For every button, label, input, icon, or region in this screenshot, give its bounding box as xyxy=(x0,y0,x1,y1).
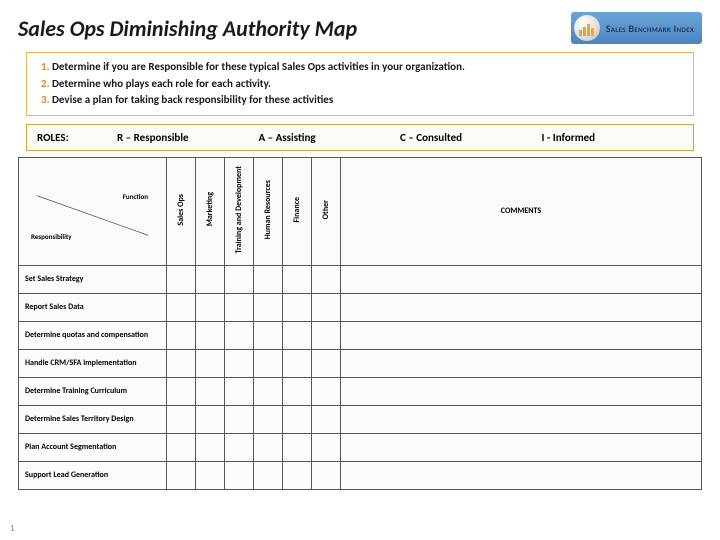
row-label: Report Sales Data xyxy=(19,293,167,321)
logo-badge: Sales Benchmark Index xyxy=(571,12,702,44)
matrix-cell[interactable] xyxy=(283,461,312,489)
logo-text: Sales Benchmark Index xyxy=(606,22,694,35)
matrix-cell[interactable] xyxy=(254,377,283,405)
matrix-cell[interactable] xyxy=(225,461,254,489)
table-row: Determine Sales Territory Design xyxy=(19,405,702,433)
comments-header: COMMENTS xyxy=(341,157,702,265)
matrix-cell[interactable] xyxy=(167,433,196,461)
matrix-cell[interactable] xyxy=(283,377,312,405)
matrix-cell[interactable] xyxy=(196,349,225,377)
instruction-item: Determine who plays each role for each a… xyxy=(41,76,683,93)
matrix-cell[interactable] xyxy=(312,377,341,405)
matrix-cell[interactable] xyxy=(312,293,341,321)
matrix-cell[interactable] xyxy=(254,321,283,349)
title-row: Sales Ops Diminishing Authority Map Sale… xyxy=(18,12,702,44)
role-item: A – Assisting xyxy=(259,131,401,144)
table-row: Report Sales Data xyxy=(19,293,702,321)
matrix-cell[interactable] xyxy=(312,433,341,461)
matrix-cell[interactable] xyxy=(312,349,341,377)
matrix-cell[interactable] xyxy=(167,293,196,321)
column-header: Marketing xyxy=(196,157,225,265)
comments-cell[interactable] xyxy=(341,349,702,377)
comments-cell[interactable] xyxy=(341,405,702,433)
matrix-cell[interactable] xyxy=(254,293,283,321)
matrix-cell[interactable] xyxy=(225,293,254,321)
corner-function-label: Function xyxy=(123,192,148,201)
comments-cell[interactable] xyxy=(341,321,702,349)
comments-cell[interactable] xyxy=(341,377,702,405)
matrix-cell[interactable] xyxy=(254,349,283,377)
role-item: C – Consulted xyxy=(400,131,542,144)
matrix-cell[interactable] xyxy=(167,377,196,405)
matrix-cell[interactable] xyxy=(196,461,225,489)
matrix-cell[interactable] xyxy=(283,293,312,321)
corner-responsibility-label: Responsibility xyxy=(31,232,72,241)
matrix-cell[interactable] xyxy=(196,293,225,321)
row-label: Plan Account Segmentation xyxy=(19,433,167,461)
page-number: 1 xyxy=(10,523,15,534)
column-header: Training and Development xyxy=(225,157,254,265)
role-item: R – Responsible xyxy=(117,131,259,144)
matrix-cell[interactable] xyxy=(167,405,196,433)
matrix-cell[interactable] xyxy=(167,349,196,377)
row-label: Set Sales Strategy xyxy=(19,265,167,293)
matrix-cell[interactable] xyxy=(225,349,254,377)
roles-legend: ROLES: R – Responsible A – Assisting C –… xyxy=(26,124,694,151)
matrix-cell[interactable] xyxy=(254,461,283,489)
row-label: Support Lead Generation xyxy=(19,461,167,489)
matrix-cell[interactable] xyxy=(254,265,283,293)
matrix-cell[interactable] xyxy=(283,321,312,349)
instruction-item: Devise a plan for taking back responsibi… xyxy=(41,92,683,109)
table-row: Determine Training Curriculum xyxy=(19,377,702,405)
comments-cell[interactable] xyxy=(341,265,702,293)
column-header: Human Resources xyxy=(254,157,283,265)
matrix-cell[interactable] xyxy=(167,461,196,489)
matrix-cell[interactable] xyxy=(312,405,341,433)
matrix-cell[interactable] xyxy=(283,349,312,377)
matrix-cell[interactable] xyxy=(196,405,225,433)
comments-cell[interactable] xyxy=(341,433,702,461)
instructions-box: Determine if you are Responsible for the… xyxy=(26,52,694,116)
matrix-cell[interactable] xyxy=(312,321,341,349)
row-label: Determine Sales Territory Design xyxy=(19,405,167,433)
matrix-cell[interactable] xyxy=(254,433,283,461)
table-row: Support Lead Generation xyxy=(19,461,702,489)
column-header: Finance xyxy=(283,157,312,265)
instruction-item: Determine if you are Responsible for the… xyxy=(41,59,683,76)
matrix-cell[interactable] xyxy=(167,265,196,293)
page-title: Sales Ops Diminishing Authority Map xyxy=(18,15,357,42)
matrix-cell[interactable] xyxy=(283,265,312,293)
role-item: I - Informed xyxy=(542,131,684,144)
comments-cell[interactable] xyxy=(341,461,702,489)
roles-label: ROLES: xyxy=(37,131,117,144)
table-row: Set Sales Strategy xyxy=(19,265,702,293)
table-row: Plan Account Segmentation xyxy=(19,433,702,461)
table-row: Determine quotas and compensation xyxy=(19,321,702,349)
row-label: Determine quotas and compensation xyxy=(19,321,167,349)
column-header: Other xyxy=(312,157,341,265)
authority-matrix: Function Responsibility Sales Ops Market… xyxy=(18,157,702,490)
matrix-cell[interactable] xyxy=(225,433,254,461)
corner-header: Function Responsibility xyxy=(19,157,167,265)
matrix-cell[interactable] xyxy=(283,405,312,433)
comments-cell[interactable] xyxy=(341,293,702,321)
column-header: Sales Ops xyxy=(167,157,196,265)
row-label: Determine Training Curriculum xyxy=(19,377,167,405)
matrix-cell[interactable] xyxy=(167,321,196,349)
matrix-cell[interactable] xyxy=(254,405,283,433)
matrix-cell[interactable] xyxy=(225,265,254,293)
matrix-cell[interactable] xyxy=(225,377,254,405)
row-label: Handle CRM/SFA implementation xyxy=(19,349,167,377)
matrix-cell[interactable] xyxy=(196,377,225,405)
matrix-cell[interactable] xyxy=(312,461,341,489)
matrix-cell[interactable] xyxy=(196,433,225,461)
matrix-cell[interactable] xyxy=(196,265,225,293)
matrix-cell[interactable] xyxy=(225,321,254,349)
matrix-cell[interactable] xyxy=(312,265,341,293)
matrix-cell[interactable] xyxy=(225,405,254,433)
matrix-cell[interactable] xyxy=(196,321,225,349)
matrix-cell[interactable] xyxy=(283,433,312,461)
barchart-icon xyxy=(574,15,600,41)
table-row: Handle CRM/SFA implementation xyxy=(19,349,702,377)
